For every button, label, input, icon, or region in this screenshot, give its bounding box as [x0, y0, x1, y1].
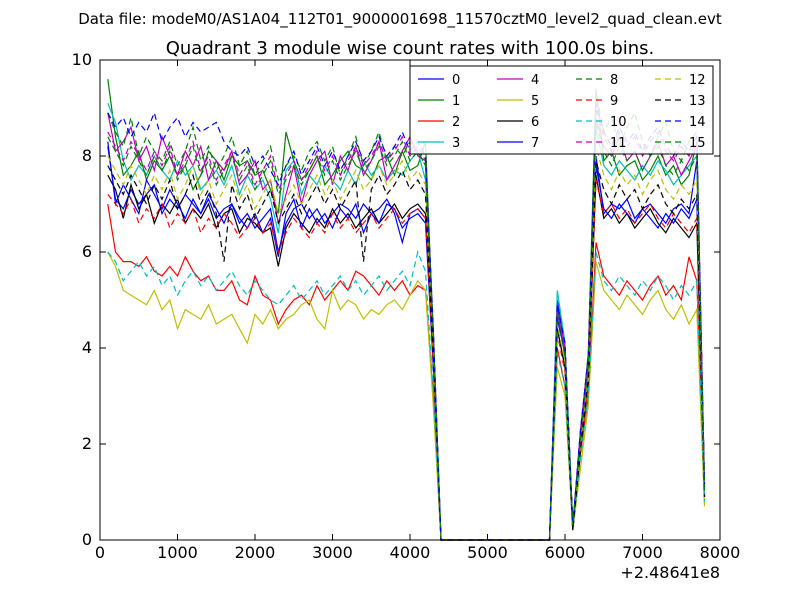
legend-label-6: 6	[531, 115, 539, 130]
legend-label-12: 12	[689, 73, 706, 88]
legend-label-3: 3	[452, 136, 460, 151]
series-line-12	[107, 146, 706, 541]
series-line-10	[107, 250, 706, 541]
y-tick-label: 2	[82, 434, 92, 453]
x-tick-label: 5000	[467, 543, 508, 562]
legend-label-13: 13	[689, 94, 706, 109]
x-tick-label: 3000	[312, 543, 353, 562]
y-tick-label: 4	[82, 338, 92, 357]
series-line-2	[107, 203, 706, 541]
series-line-1	[107, 79, 706, 541]
x-tick-label: 8000	[700, 543, 741, 562]
legend-label-0: 0	[452, 73, 460, 88]
y-tick-label: 8	[82, 146, 92, 165]
legend-label-9: 9	[610, 94, 618, 109]
x-tick-label: 7000	[622, 543, 663, 562]
series-line-9	[107, 179, 706, 541]
y-tick-label: 10	[72, 50, 92, 69]
legend-label-4: 4	[531, 73, 539, 88]
legend-label-8: 8	[610, 73, 618, 88]
legend-label-10: 10	[610, 115, 627, 130]
legend-label-14: 14	[689, 115, 706, 130]
x-tick-label: 1000	[157, 543, 198, 562]
series-line-4	[107, 112, 706, 541]
legend-label-1: 1	[452, 94, 460, 109]
series-line-15	[107, 122, 706, 541]
series-line-0	[107, 146, 706, 541]
x-tick-label: 0	[95, 543, 105, 562]
series-line-6	[107, 174, 706, 541]
series-line-7	[107, 141, 706, 541]
legend-label-11: 11	[610, 136, 627, 151]
x-tick-label: 2000	[235, 543, 276, 562]
series-line-13	[107, 160, 706, 541]
x-tick-label: 6000	[545, 543, 586, 562]
legend-label-15: 15	[689, 136, 706, 151]
legend-label-7: 7	[531, 136, 539, 151]
series-line-5	[107, 251, 706, 541]
chart-title: Quadrant 3 module wise count rates with …	[166, 38, 655, 59]
y-tick-label: 6	[82, 242, 92, 261]
x-tick-label: 4000	[390, 543, 431, 562]
x-offset-label: +2.48641e8	[620, 563, 720, 582]
legend-label-5: 5	[531, 94, 539, 109]
legend-frame	[409, 65, 714, 155]
y-tick-label: 0	[82, 530, 92, 549]
series-line-3	[107, 102, 706, 541]
series-line-11	[107, 107, 706, 541]
legend-label-2: 2	[452, 115, 460, 130]
chart-suptitle: Data file: modeM0/AS1A04_112T01_90000016…	[78, 10, 722, 29]
